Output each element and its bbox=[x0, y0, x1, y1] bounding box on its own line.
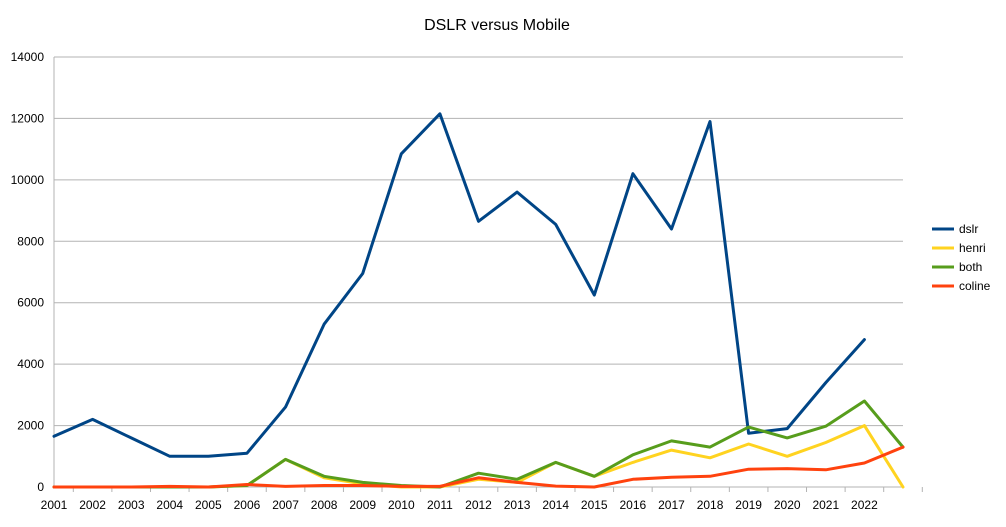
x-tick-label: 2015 bbox=[581, 498, 608, 512]
legend-label-coline: coline bbox=[959, 279, 991, 293]
series-line-coline bbox=[52, 445, 905, 489]
y-tick-label: 12000 bbox=[11, 111, 45, 125]
x-tick-label: 2002 bbox=[79, 498, 106, 512]
x-tick-label: 2005 bbox=[195, 498, 222, 512]
x-tick-label: 2014 bbox=[542, 498, 569, 512]
x-tick-label: 2012 bbox=[465, 498, 492, 512]
y-tick-label: 14000 bbox=[11, 50, 45, 64]
series-line-both bbox=[52, 399, 905, 489]
series-lines bbox=[52, 112, 905, 489]
x-tick-label: 2010 bbox=[388, 498, 415, 512]
x-tick-label: 2016 bbox=[620, 498, 647, 512]
y-tick-label: 10000 bbox=[11, 173, 45, 187]
x-tick-label: 2007 bbox=[272, 498, 299, 512]
x-tick-label: 2022 bbox=[851, 498, 878, 512]
x-tick-label: 2008 bbox=[311, 498, 338, 512]
x-tick-label: 2021 bbox=[812, 498, 839, 512]
legend-label-henri: henri bbox=[959, 241, 986, 255]
x-tick-label: 2001 bbox=[41, 498, 68, 512]
legend: dslr henri both coline bbox=[932, 222, 991, 293]
x-tick-label: 2020 bbox=[774, 498, 801, 512]
x-tick-label: 2011 bbox=[427, 498, 453, 512]
x-tick-label: 2017 bbox=[658, 498, 685, 512]
x-tick-label: 2013 bbox=[504, 498, 531, 512]
y-tick-label: 6000 bbox=[17, 296, 44, 310]
chart-title: DSLR versus Mobile bbox=[424, 17, 570, 34]
x-tick-label: 2006 bbox=[234, 498, 261, 512]
legend-label-both: both bbox=[959, 260, 982, 274]
x-tick-label: 2004 bbox=[156, 498, 183, 512]
y-tick-label: 0 bbox=[37, 480, 44, 494]
y-tick-label: 4000 bbox=[17, 357, 44, 371]
y-tick-label: 8000 bbox=[17, 234, 44, 248]
x-tick-label: 2003 bbox=[118, 498, 145, 512]
legend-label-dslr: dslr bbox=[959, 222, 978, 236]
series-line-dslr bbox=[52, 112, 866, 458]
x-tick-label: 2018 bbox=[697, 498, 724, 512]
x-tick-label: 2009 bbox=[349, 498, 376, 512]
y-tick-label: 2000 bbox=[17, 419, 44, 433]
axes: 0 2000 4000 6000 8000 10000 12000 14000 2001 2002… bbox=[11, 50, 923, 512]
grid-lines bbox=[54, 56, 903, 488]
x-tick-label: 2019 bbox=[735, 498, 762, 512]
